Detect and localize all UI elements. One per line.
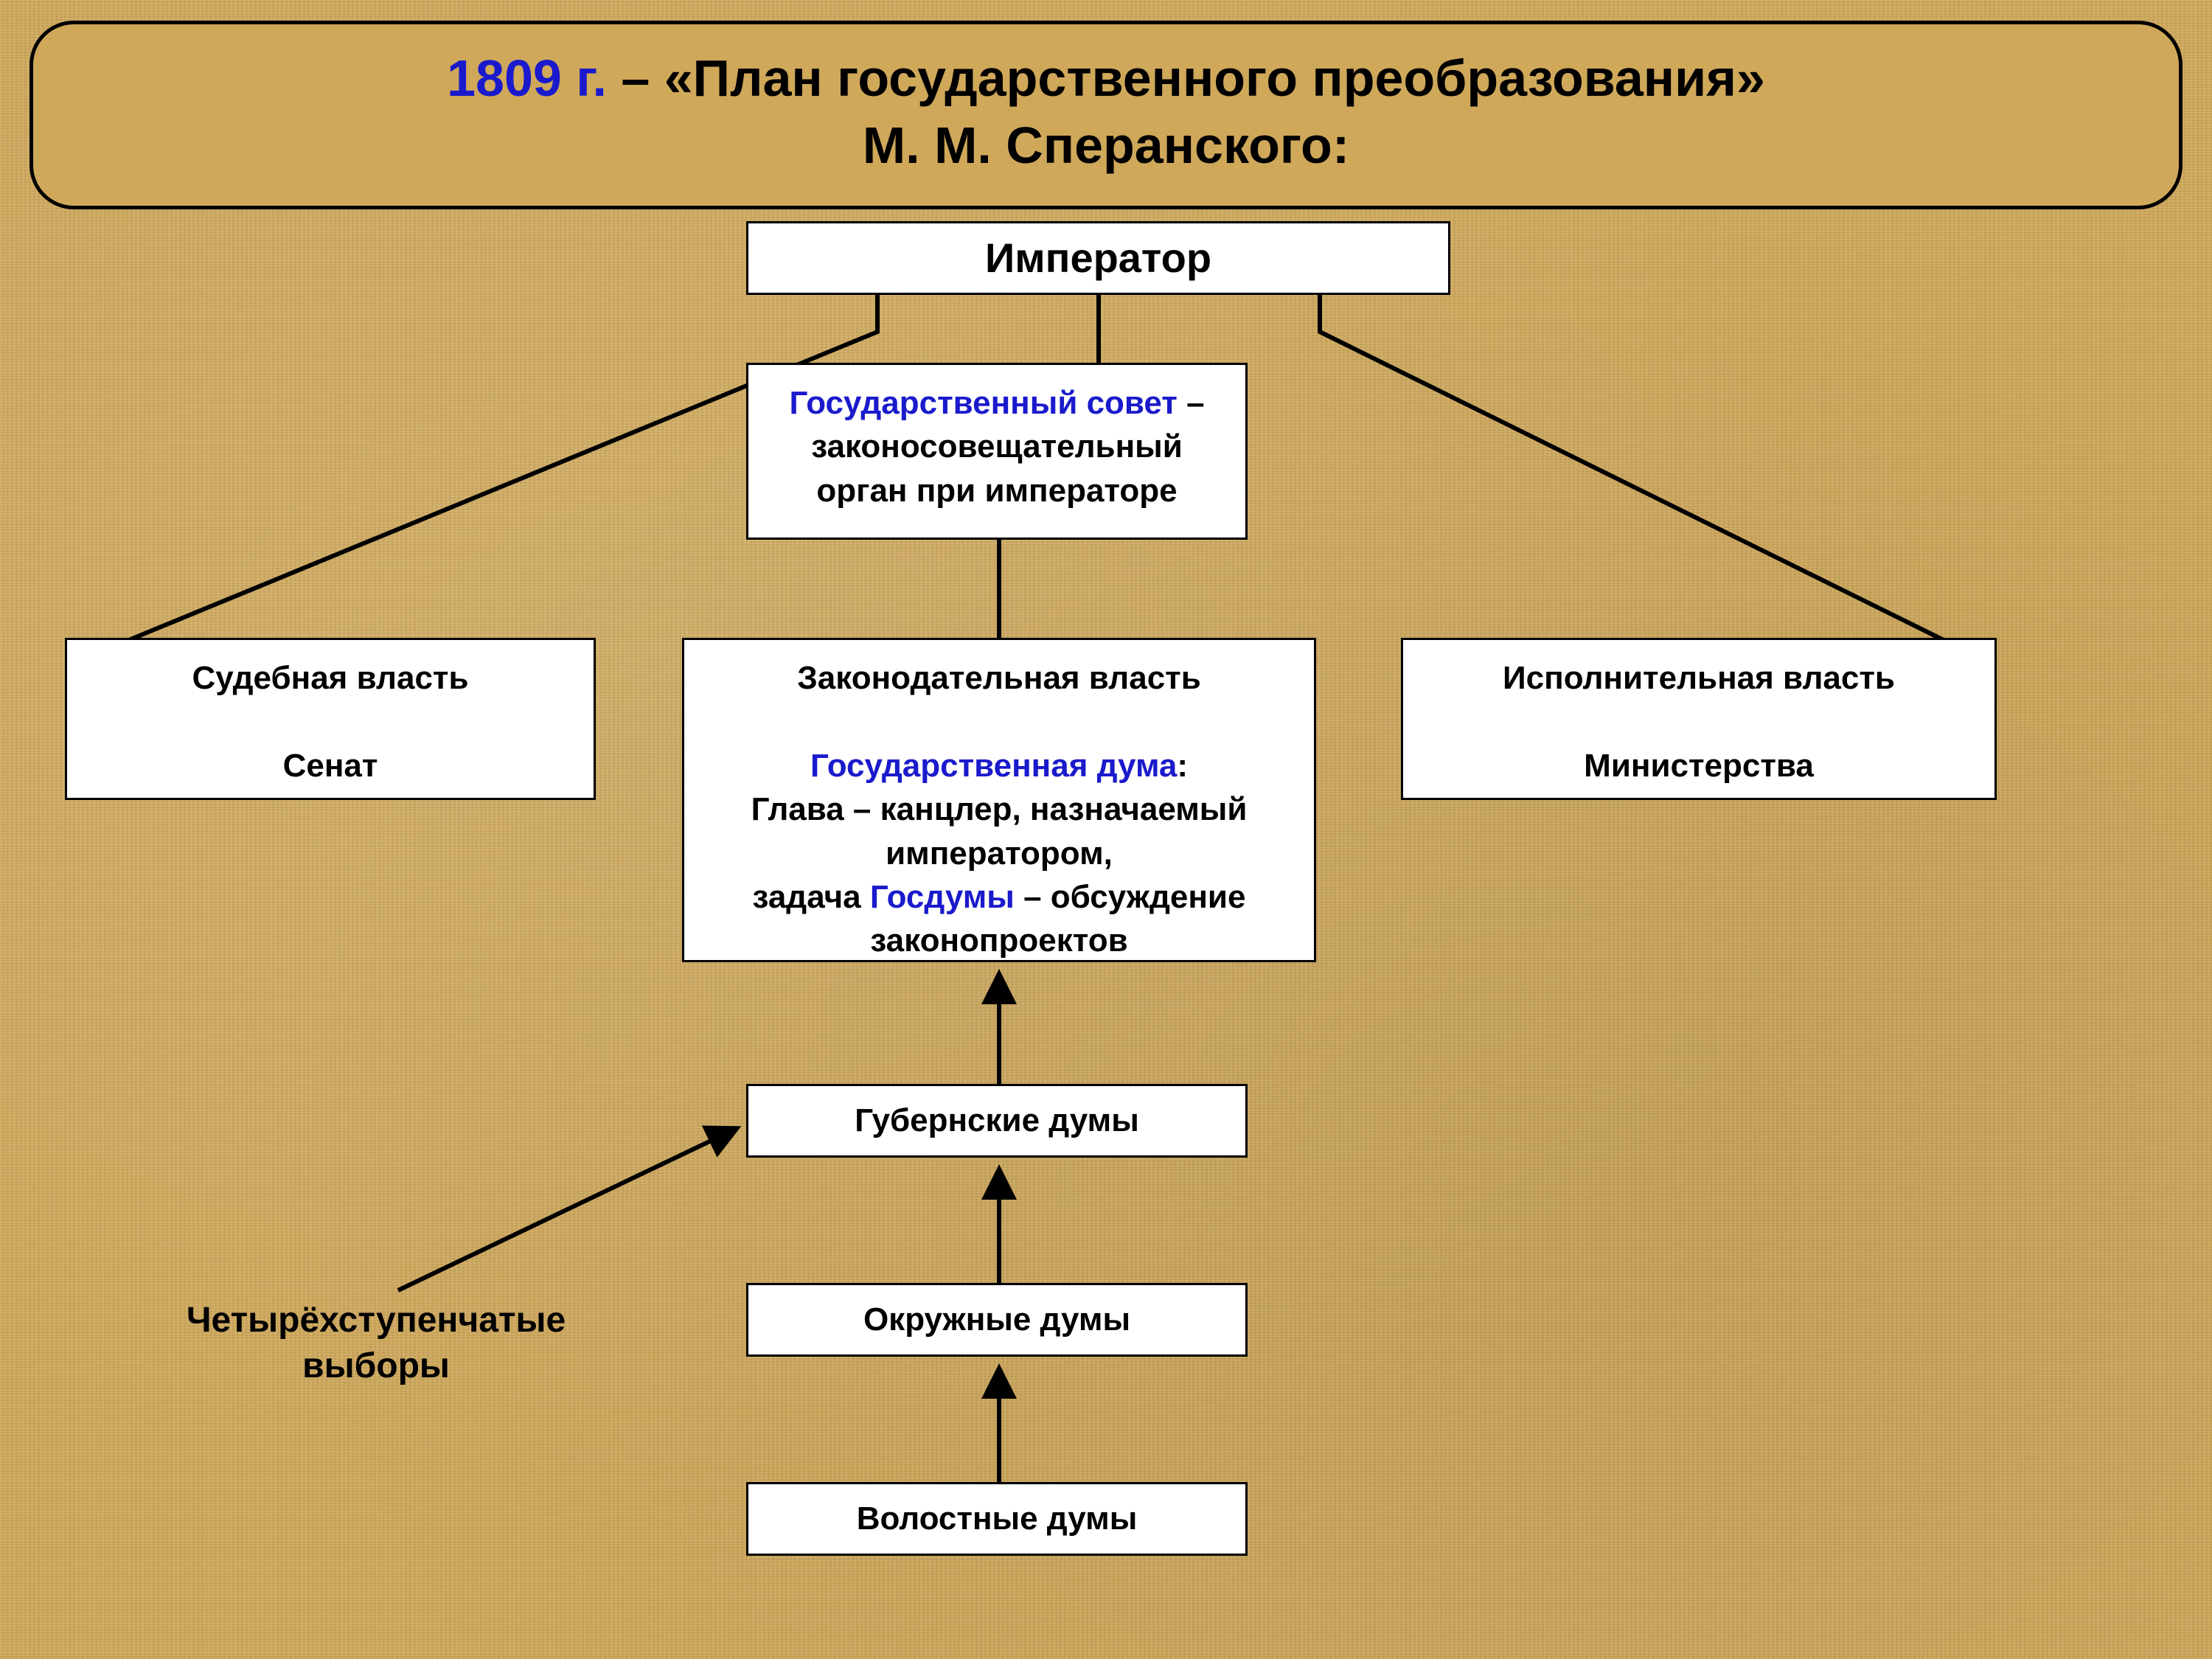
legislative-l3: Глава – канцлер, назначаемый императором… <box>751 791 1248 871</box>
council-blue: Государственный совет <box>789 385 1177 421</box>
elections-l2: выборы <box>302 1346 450 1385</box>
vol-text: Волостные думы <box>857 1500 1138 1537</box>
title-year: 1809 г. <box>447 49 607 107</box>
emperor-text: Император <box>985 234 1211 281</box>
judicial-box: Судебная власть Сенат <box>65 638 596 800</box>
judicial-l1: Судебная власть <box>192 660 468 696</box>
executive-l2: Министерства <box>1584 748 1814 784</box>
okr-text: Окружные думы <box>863 1301 1130 1338</box>
vol-duma-box: Волостные думы <box>746 1482 1248 1556</box>
emperor-box: Император <box>746 221 1450 295</box>
duma-colon: : <box>1177 748 1188 784</box>
title-line2: М. М. Сперанского: <box>863 116 1349 174</box>
duma-blue: Государственная дума <box>810 748 1177 784</box>
okr-duma-box: Окружные думы <box>746 1283 1248 1357</box>
gosduma-blue: Госдумы <box>870 879 1015 915</box>
legislative-l4a: задача <box>753 879 870 915</box>
judicial-l2: Сенат <box>283 748 378 784</box>
elections-l1: Четырёхступенчатые <box>187 1301 566 1340</box>
executive-l1: Исполнительная власть <box>1503 660 1895 696</box>
elections-label: Четырёхступенчатые выборы <box>147 1298 605 1390</box>
title-banner: 1809 г. – «План государственного преобра… <box>29 21 2183 209</box>
gub-duma-box: Губернские думы <box>746 1084 1248 1158</box>
legislative-l1: Законодательная власть <box>797 660 1201 696</box>
gub-text: Губернские думы <box>855 1102 1139 1138</box>
executive-box: Исполнительная власть Министерства <box>1401 638 1997 800</box>
title-rest1: – «План государственного преобразования» <box>607 49 1765 107</box>
state-council-box: Государственный совет – законосовещатель… <box>746 363 1248 540</box>
legislative-box: Законодательная власть Государственная д… <box>682 638 1316 962</box>
